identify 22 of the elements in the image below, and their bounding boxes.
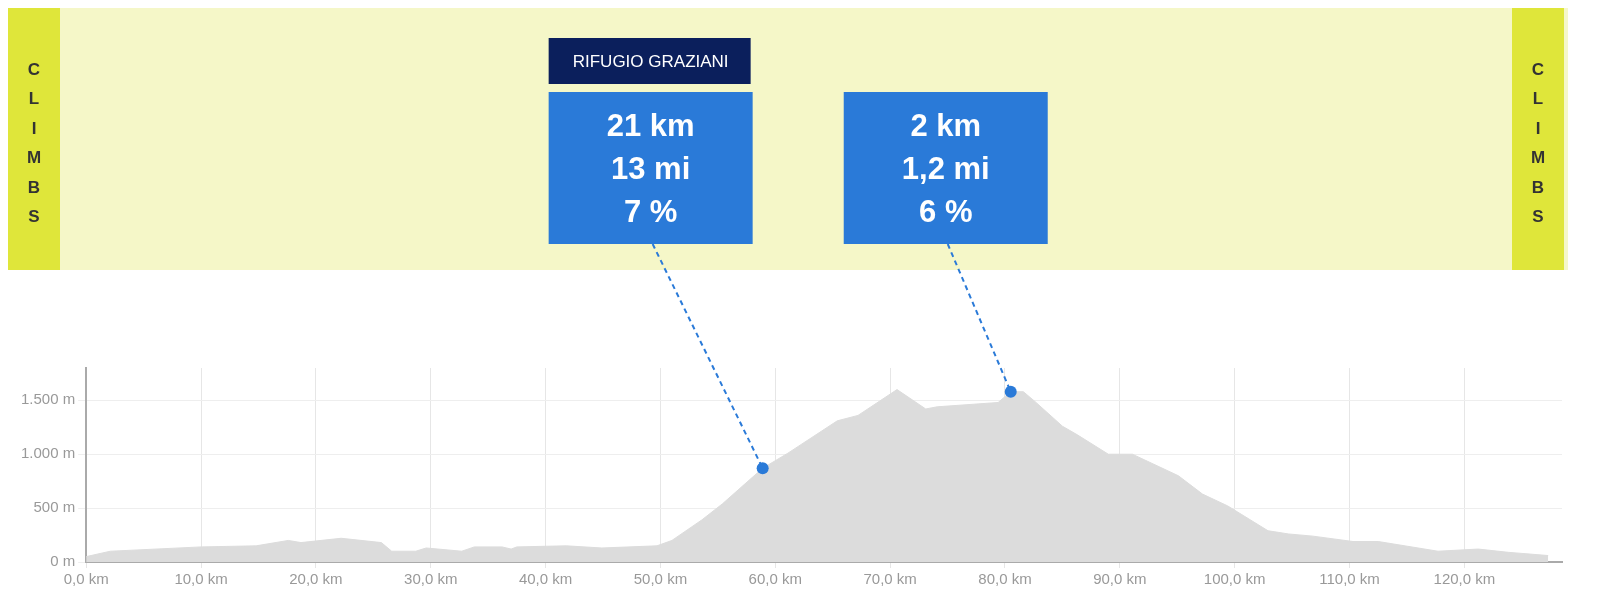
x-tick-label: 10,0 km (174, 570, 228, 588)
x-tick-label: 20,0 km (289, 570, 343, 588)
x-tick-label: 40,0 km (518, 570, 573, 588)
x-tick-label: 0,0 km (63, 570, 109, 588)
text: RIFUGIO GRAZIANI (572, 51, 729, 71)
x-tick-label: 90,0 km (1093, 570, 1147, 588)
y-tick-label: 500 m (33, 498, 76, 516)
x-tick-label: 30,0 km (404, 570, 458, 588)
x-tick-label: 110,0 km (1319, 570, 1380, 588)
annotation: 2 km 1,2 mi 6 % (901, 107, 990, 229)
x-tick-label: 120,0 km (1433, 570, 1496, 588)
x-tick-label: 80,0 km (978, 570, 1032, 588)
text: CLIMBS (26, 59, 42, 227)
y-tick-label: 0 m (50, 552, 76, 570)
x-tick-label: 70,0 km (863, 570, 917, 588)
annotation: 21 km 13 mi 7 % (606, 107, 695, 229)
x-tick-label: 100,0 km (1203, 570, 1266, 588)
x-tick-label: 60,0 km (748, 570, 802, 588)
x-tick-label: 50,0 km (633, 570, 688, 588)
y-tick-label: 1.000 m (21, 444, 76, 462)
y-tick-label: 1.500 m (21, 390, 76, 408)
text: CLIMBS (1530, 59, 1546, 227)
